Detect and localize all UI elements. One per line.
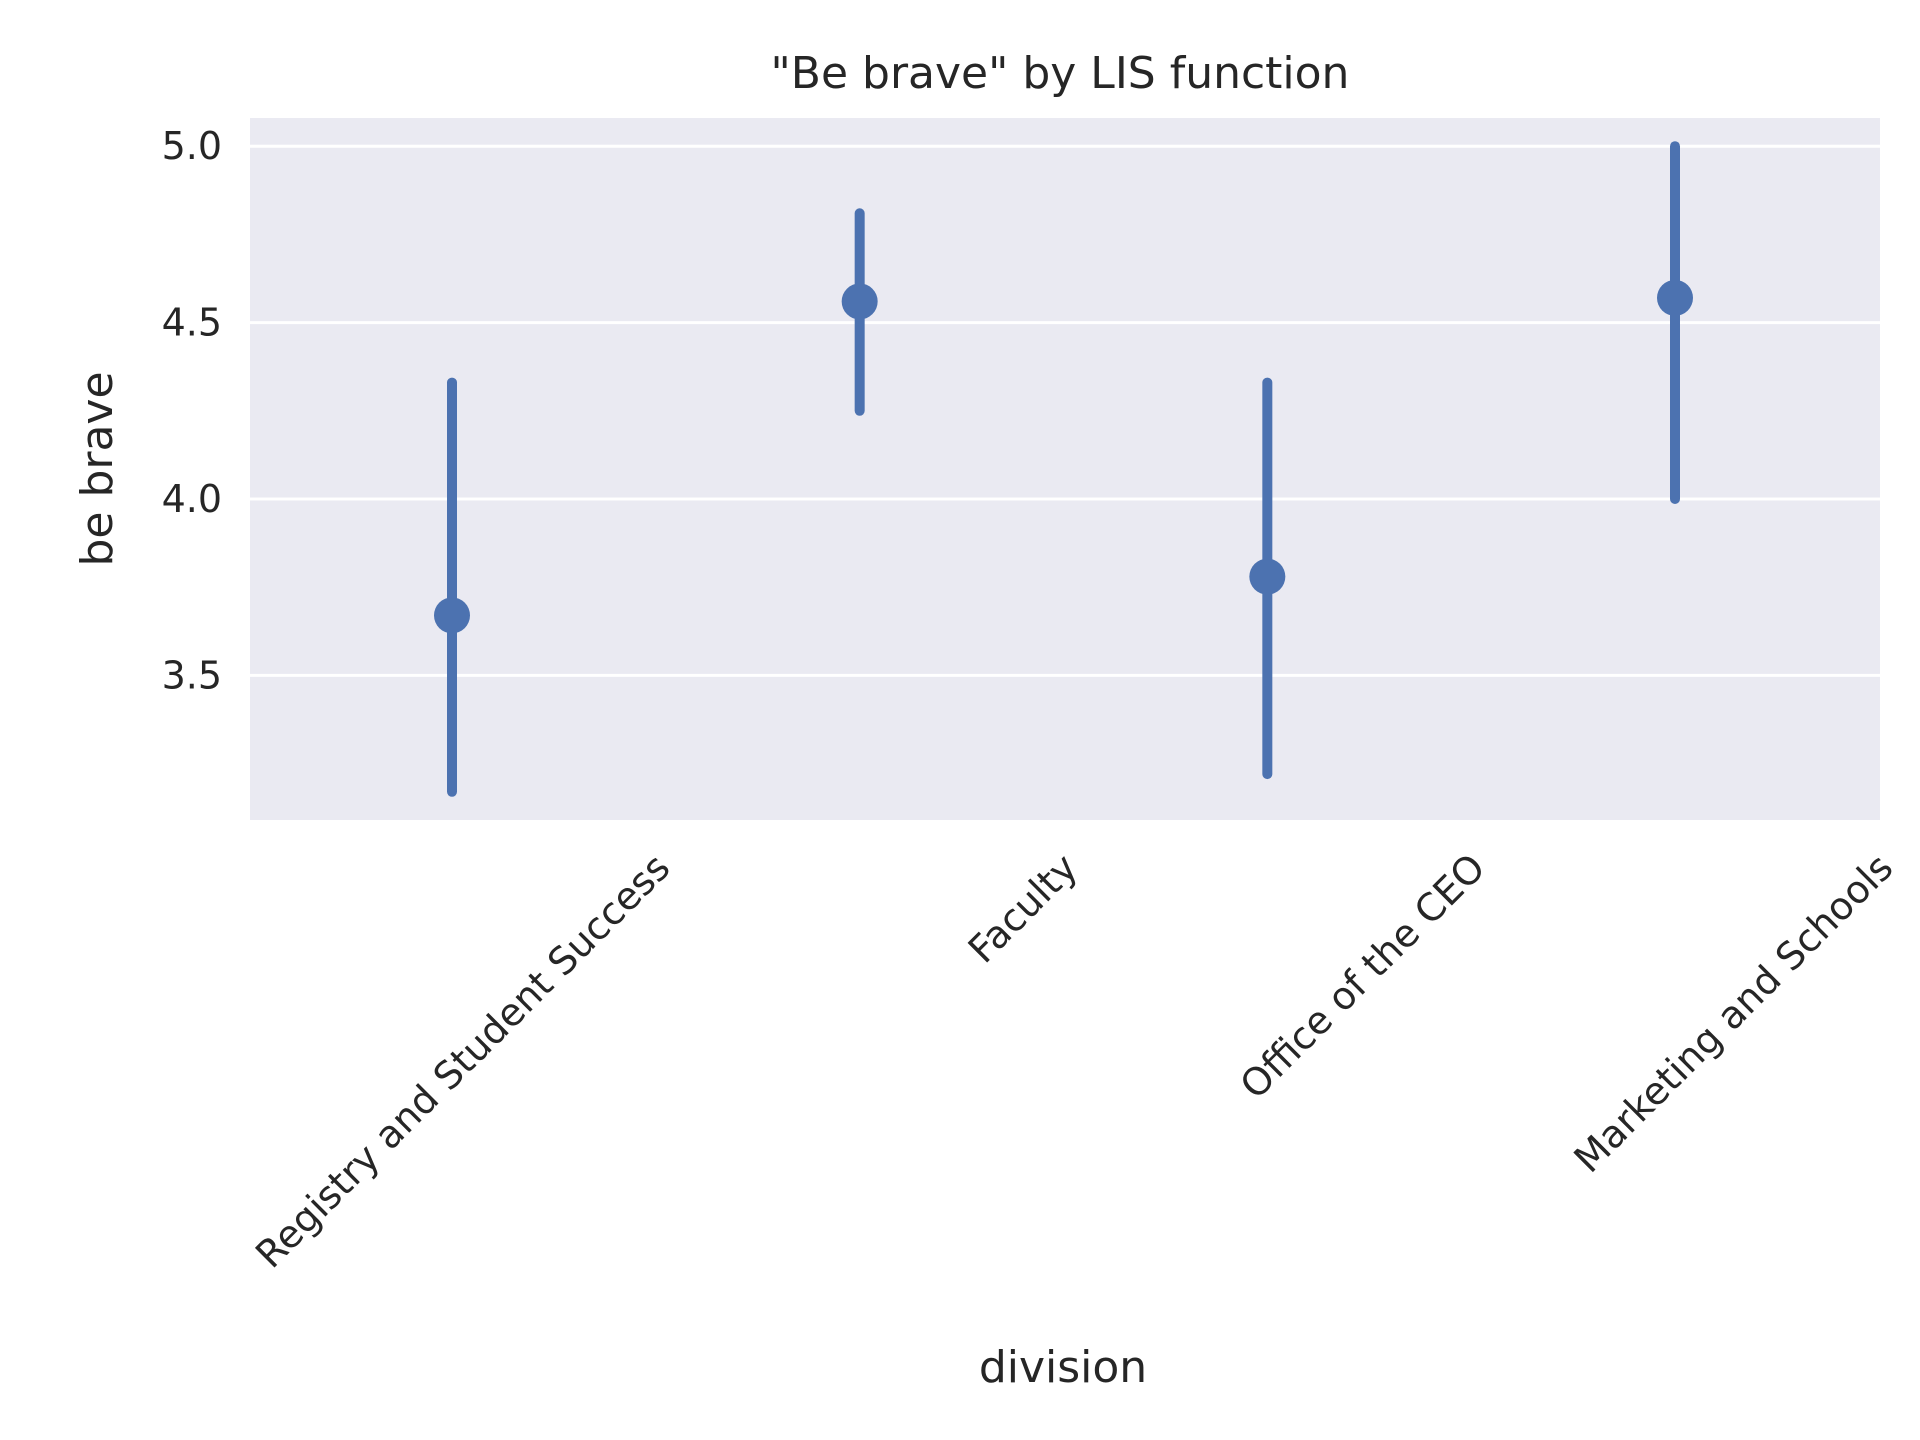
data-point [434,597,470,634]
y-tick-label: 4.5 [162,301,222,345]
x-tick-labels: Registry and Student Success Faculty Offic… [247,845,1901,1276]
y-tick-label: 4.0 [162,477,222,521]
data-point [841,283,878,320]
x-axis-label: division [979,1342,1147,1393]
plot-area [250,118,1880,820]
x-tick-label: Registry and Student Success [247,845,678,1276]
chart-title: "Be brave" by LIS function [771,48,1350,99]
data-point [1657,279,1693,316]
data-point [1249,558,1286,595]
data-marks [434,141,1693,797]
y-axis-label: be brave [72,371,123,566]
x-tick-label: Faculty [960,845,1086,971]
x-tick-label: Office of the CEO [1232,845,1494,1107]
x-tick-label: Marketing and Schools [1565,845,1901,1181]
y-tick-label: 5.0 [162,124,222,168]
grid-lines [250,144,1880,677]
y-tick-label: 3.5 [162,653,222,697]
y-tick-labels: 3.5 4.0 4.5 5.0 [162,124,222,697]
